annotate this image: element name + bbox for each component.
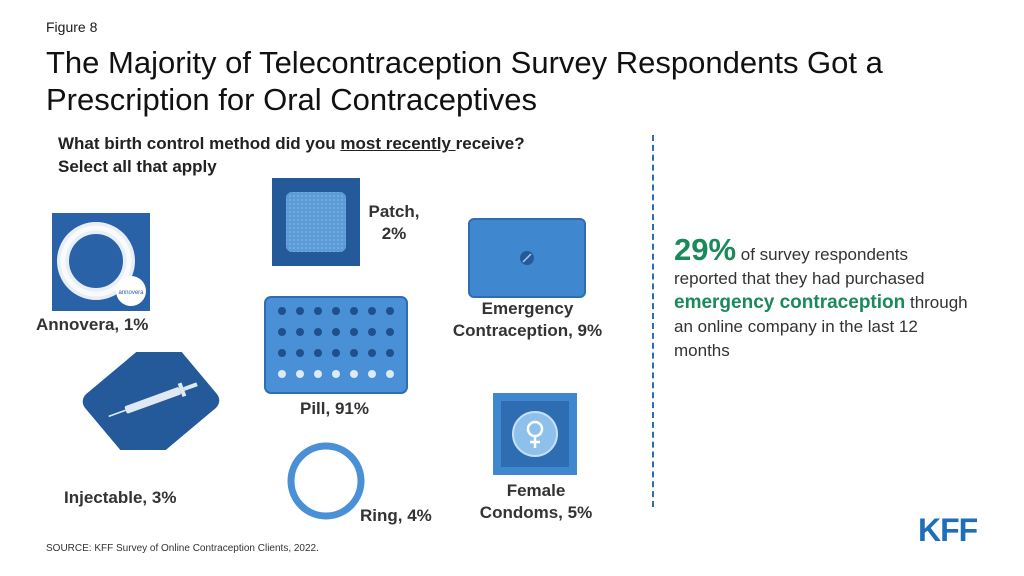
active-pill	[368, 349, 376, 357]
label-patch: Patch, 2%	[362, 201, 426, 245]
patch-icon	[272, 178, 360, 266]
label-emergency-line2: Contraception, 9%	[452, 321, 603, 340]
question-line2: Select all that apply	[58, 157, 217, 176]
active-pill	[350, 349, 358, 357]
placebo-pill	[350, 370, 358, 378]
syringe-icon	[82, 352, 220, 450]
active-pill	[278, 328, 286, 336]
label-injectable: Injectable, 3%	[64, 488, 177, 507]
active-pill	[386, 307, 394, 315]
kff-logo: KFF	[918, 512, 978, 548]
callout-percent: 29%	[674, 232, 737, 267]
active-pill	[386, 349, 394, 357]
active-pill	[332, 328, 340, 336]
label-ring: Ring, 4%	[360, 506, 432, 525]
placebo-pill	[314, 370, 322, 378]
placebo-pill	[332, 370, 340, 378]
active-pill	[386, 328, 394, 336]
question-part2: receive?	[455, 134, 525, 153]
pill-pack-icon	[264, 296, 408, 394]
active-pill	[332, 307, 340, 315]
emergency-contraception-icon	[468, 218, 586, 298]
pill-dots	[278, 307, 394, 378]
label-female-condoms: Female Condoms, 5%	[468, 480, 604, 524]
callout-text1: of survey respondents reported that they…	[674, 245, 925, 288]
active-pill	[278, 307, 286, 315]
annovera-badge	[116, 276, 146, 306]
female-condom-icon	[493, 393, 577, 475]
question-underlined: most recently	[340, 134, 456, 153]
active-pill	[314, 307, 322, 315]
ring-icon	[287, 442, 365, 520]
active-pill	[350, 307, 358, 315]
active-pill	[296, 349, 304, 357]
annovera-box-text: annovera	[118, 290, 144, 296]
callout-text2: through an online company in the last 12…	[674, 293, 968, 360]
label-patch-line2: 2%	[381, 224, 407, 243]
label-emergency-line1: Emergency	[481, 299, 574, 318]
active-pill	[332, 349, 340, 357]
dashed-divider	[652, 135, 654, 507]
active-pill	[350, 328, 358, 336]
active-pill	[296, 328, 304, 336]
placebo-pill	[278, 370, 286, 378]
active-pill	[296, 307, 304, 315]
survey-question: What birth control method did you most r…	[58, 132, 525, 178]
callout-highlight: emergency contraception	[674, 292, 906, 313]
label-pill: Pill, 91%	[300, 399, 369, 418]
active-pill	[368, 307, 376, 315]
label-female-condoms-line2: Condoms, 5%	[479, 503, 593, 522]
placebo-pill	[386, 370, 394, 378]
label-female-condoms-line1: Female	[506, 481, 566, 500]
active-pill	[368, 328, 376, 336]
label-patch-line1: Patch,	[368, 202, 420, 221]
question-part1: What birth control method did you	[58, 134, 341, 153]
chart-title: The Majority of Telecontraception Survey…	[46, 45, 883, 117]
label-annovera: Annovera, 1%	[36, 315, 149, 334]
placebo-pill	[296, 370, 304, 378]
annovera-ring-icon: annovera	[52, 213, 150, 311]
placebo-pill	[368, 370, 376, 378]
active-pill	[314, 349, 322, 357]
label-emergency: Emergency Contraception, 9%	[440, 298, 615, 342]
source-note: SOURCE: KFF Survey of Online Contracepti…	[46, 543, 319, 554]
callout-text: 29% of survey respondents reported that …	[674, 234, 974, 363]
active-pill	[278, 349, 286, 357]
active-pill	[314, 328, 322, 336]
figure-label: Figure 8	[46, 19, 98, 35]
